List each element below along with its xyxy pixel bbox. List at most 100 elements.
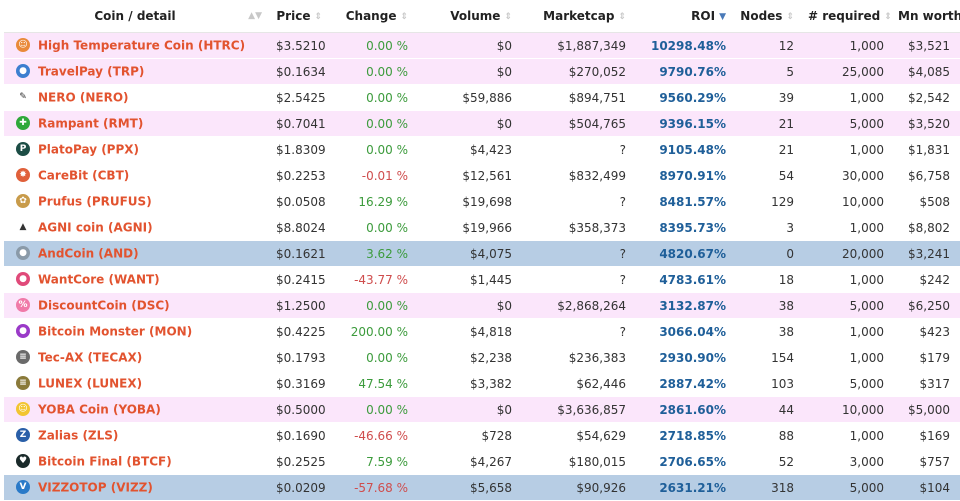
table-row[interactable]: ✿ Prufus (PRUFUS) $0.0508 16.29 % $19,698? 84… bbox=[4, 188, 960, 215]
coin-cell[interactable]: ≡ LUNEX (LUNEX) bbox=[4, 370, 272, 397]
coin-cell[interactable]: ▲ AGNI coin (AGNI) bbox=[4, 214, 272, 241]
sort-updown-icon[interactable]: ⇕ bbox=[314, 11, 322, 22]
coin-cell[interactable]: ☺ High Temperature Coin (HTRC) bbox=[4, 32, 272, 59]
coin-name-link[interactable]: Rampant (RMT) bbox=[38, 116, 144, 131]
sort-desc-icon[interactable]: ▼ bbox=[719, 11, 726, 22]
roi-cell: 2887.42% bbox=[636, 370, 736, 397]
table-row[interactable]: ≡ LUNEX (LUNEX) $0.3169 47.54 % $3,382 $62,44… bbox=[4, 370, 960, 397]
table-row[interactable]: ≡ Tec-AX (TECAX) $0.1793 0.00 % $2,238 $236,3… bbox=[4, 344, 960, 371]
table-row[interactable]: Z Zalias (ZLS) $0.1690 -46.66 % $728 $54,629 2… bbox=[4, 422, 960, 449]
sort-updown-icon[interactable]: ⇕ bbox=[884, 11, 892, 22]
nodes-cell: 103 bbox=[736, 370, 804, 397]
coin-name-link[interactable]: LUNEX (LUNEX) bbox=[38, 376, 143, 391]
required-cell: 1,000 bbox=[804, 422, 894, 449]
column-header-price[interactable]: Price ⇕ bbox=[272, 0, 332, 33]
volume-cell: $0 bbox=[418, 396, 522, 423]
volume-cell: $728 bbox=[418, 422, 522, 449]
table-row[interactable]: ✎ NERO (NERO) $2.5425 0.00 % $59,886 $894,751… bbox=[4, 84, 960, 111]
mnworth-cell: $3,521 bbox=[894, 32, 960, 59]
table-row[interactable]: ▲ AGNI coin (AGNI) $8.8024 0.00 % $19,966 $35… bbox=[4, 214, 960, 241]
coin-cell[interactable]: ✚ Rampant (RMT) bbox=[4, 110, 272, 137]
price-cell: $0.1793 bbox=[272, 344, 332, 371]
coin-name-link[interactable]: Prufus (PRUFUS) bbox=[38, 194, 152, 209]
column-header-change[interactable]: Change ⇕ bbox=[332, 0, 418, 33]
coin-cell[interactable]: ≡ Tec-AX (TECAX) bbox=[4, 344, 272, 371]
coin-name-link[interactable]: Tec-AX (TECAX) bbox=[38, 350, 143, 365]
coin-name-link[interactable]: Bitcoin Monster (MON) bbox=[38, 324, 193, 339]
coin-logo-icon: ● bbox=[16, 63, 30, 78]
coin-logo-icon: ≡ bbox=[16, 375, 30, 390]
volume-cell: $4,423 bbox=[418, 136, 522, 163]
coin-name-link[interactable]: PlatoPay (PPX) bbox=[38, 142, 139, 157]
table-row[interactable]: ✸ CareBit (CBT) $0.2253 -0.01 % $12,561 $832,… bbox=[4, 162, 960, 189]
required-cell: 10,000 bbox=[804, 188, 894, 215]
roi-cell: 8970.91% bbox=[636, 162, 736, 189]
column-header-required[interactable]: # required ⇕ bbox=[804, 0, 894, 33]
price-cell: $8.8024 bbox=[272, 214, 332, 241]
nodes-cell: 5 bbox=[736, 58, 804, 85]
coin-logo-icon: P bbox=[16, 141, 30, 156]
coin-cell[interactable]: ♥ Bitcoin Final (BTCF) bbox=[4, 448, 272, 475]
nodes-cell: 38 bbox=[736, 292, 804, 319]
price-cell: $3.5210 bbox=[272, 32, 332, 59]
table-row[interactable]: ● WantCore (WANT) $0.2415 -43.77 % $1,445? 47… bbox=[4, 266, 960, 293]
column-header-marketcap[interactable]: Marketcap ⇕ bbox=[522, 0, 636, 33]
coin-cell[interactable]: ● AndCoin (AND) bbox=[4, 240, 272, 267]
column-header-mnworth-label: Mn worth bbox=[898, 9, 960, 23]
change-cell: 0.00 % bbox=[332, 344, 418, 371]
coin-name-link[interactable]: AGNI coin (AGNI) bbox=[38, 220, 153, 235]
coin-cell[interactable]: P PlatoPay (PPX) bbox=[4, 136, 272, 163]
change-cell: 0.00 % bbox=[332, 214, 418, 241]
coin-name-link[interactable]: TravelPay (TRP) bbox=[38, 64, 145, 79]
sort-updown-icon[interactable]: ⇕ bbox=[618, 11, 626, 22]
coin-cell[interactable]: ● TravelPay (TRP) bbox=[4, 58, 272, 85]
coin-cell[interactable]: Z Zalias (ZLS) bbox=[4, 422, 272, 449]
sort-updown-icon[interactable]: ⇕ bbox=[786, 11, 794, 22]
column-header-mnworth[interactable]: Mn worth⇕ bbox=[894, 0, 960, 33]
table-row[interactable]: ● AndCoin (AND) $0.1621 3.62 % $4,075? 4820.6… bbox=[4, 240, 960, 267]
coin-name-link[interactable]: NERO (NERO) bbox=[38, 90, 129, 105]
coin-name-link[interactable]: Bitcoin Final (BTCF) bbox=[38, 454, 172, 469]
sort-updown-icon[interactable]: ▲▼ bbox=[248, 11, 262, 21]
coin-cell[interactable]: V VIZZOTOP (VIZZ) bbox=[4, 474, 272, 501]
required-cell: 5,000 bbox=[804, 474, 894, 501]
coin-logo-icon: ≡ bbox=[16, 349, 30, 364]
table-row[interactable]: ● Bitcoin Monster (MON) $0.4225 200.00 % $4,… bbox=[4, 318, 960, 345]
coin-name-link[interactable]: WantCore (WANT) bbox=[38, 272, 160, 287]
sort-updown-icon[interactable]: ⇕ bbox=[400, 11, 408, 22]
coin-name-link[interactable]: AndCoin (AND) bbox=[38, 246, 139, 261]
volume-cell: $3,382 bbox=[418, 370, 522, 397]
coin-cell[interactable]: ● Bitcoin Monster (MON) bbox=[4, 318, 272, 345]
required-cell: 30,000 bbox=[804, 162, 894, 189]
price-cell: $0.4225 bbox=[272, 318, 332, 345]
coin-cell[interactable]: % DiscountCoin (DSC) bbox=[4, 292, 272, 319]
coin-name-link[interactable]: CareBit (CBT) bbox=[38, 168, 130, 183]
coin-cell[interactable]: ☺ YOBA Coin (YOBA) bbox=[4, 396, 272, 423]
column-header-coin[interactable]: Coin / detail ▲▼ bbox=[4, 0, 272, 33]
coin-cell[interactable]: ✿ Prufus (PRUFUS) bbox=[4, 188, 272, 215]
coin-name-link[interactable]: Zalias (ZLS) bbox=[38, 428, 119, 443]
roi-cell: 2861.60% bbox=[636, 396, 736, 423]
coin-name-link[interactable]: DiscountCoin (DSC) bbox=[38, 298, 170, 313]
column-header-roi[interactable]: ROI ▼ bbox=[636, 0, 736, 33]
roi-cell: 3132.87% bbox=[636, 292, 736, 319]
coin-cell[interactable]: ● WantCore (WANT) bbox=[4, 266, 272, 293]
table-row[interactable]: ☺ YOBA Coin (YOBA) $0.5000 0.00 % $0 $3,636,8… bbox=[4, 396, 960, 423]
coin-name-link[interactable]: VIZZOTOP (VIZZ) bbox=[38, 480, 153, 495]
table-row[interactable]: % DiscountCoin (DSC) $1.2500 0.00 % $0 $2,868… bbox=[4, 292, 960, 319]
coin-name-link[interactable]: YOBA Coin (YOBA) bbox=[38, 402, 161, 417]
table-row[interactable]: V VIZZOTOP (VIZZ) $0.0209 -57.68 % $5,658 $90… bbox=[4, 474, 960, 501]
table-row[interactable]: ☺ High Temperature Coin (HTRC) $3.5210 0.00… bbox=[4, 32, 960, 59]
table-row[interactable]: P PlatoPay (PPX) $1.8309 0.00 % $4,423? 9105.… bbox=[4, 136, 960, 163]
table-row[interactable]: ● TravelPay (TRP) $0.1634 0.00 % $0 $270,052 9… bbox=[4, 58, 960, 85]
coin-cell[interactable]: ✸ CareBit (CBT) bbox=[4, 162, 272, 189]
volume-cell: $0 bbox=[418, 110, 522, 137]
price-cell: $0.5000 bbox=[272, 396, 332, 423]
column-header-nodes[interactable]: Nodes ⇕ bbox=[736, 0, 804, 33]
coin-cell[interactable]: ✎ NERO (NERO) bbox=[4, 84, 272, 111]
table-row[interactable]: ✚ Rampant (RMT) $0.7041 0.00 % $0 $504,765 939… bbox=[4, 110, 960, 137]
sort-updown-icon[interactable]: ⇕ bbox=[504, 11, 512, 22]
table-row[interactable]: ♥ Bitcoin Final (BTCF) $0.2525 7.59 % $4,267… bbox=[4, 448, 960, 475]
column-header-volume[interactable]: Volume ⇕ bbox=[418, 0, 522, 33]
coin-name-link[interactable]: High Temperature Coin (HTRC) bbox=[38, 38, 246, 53]
